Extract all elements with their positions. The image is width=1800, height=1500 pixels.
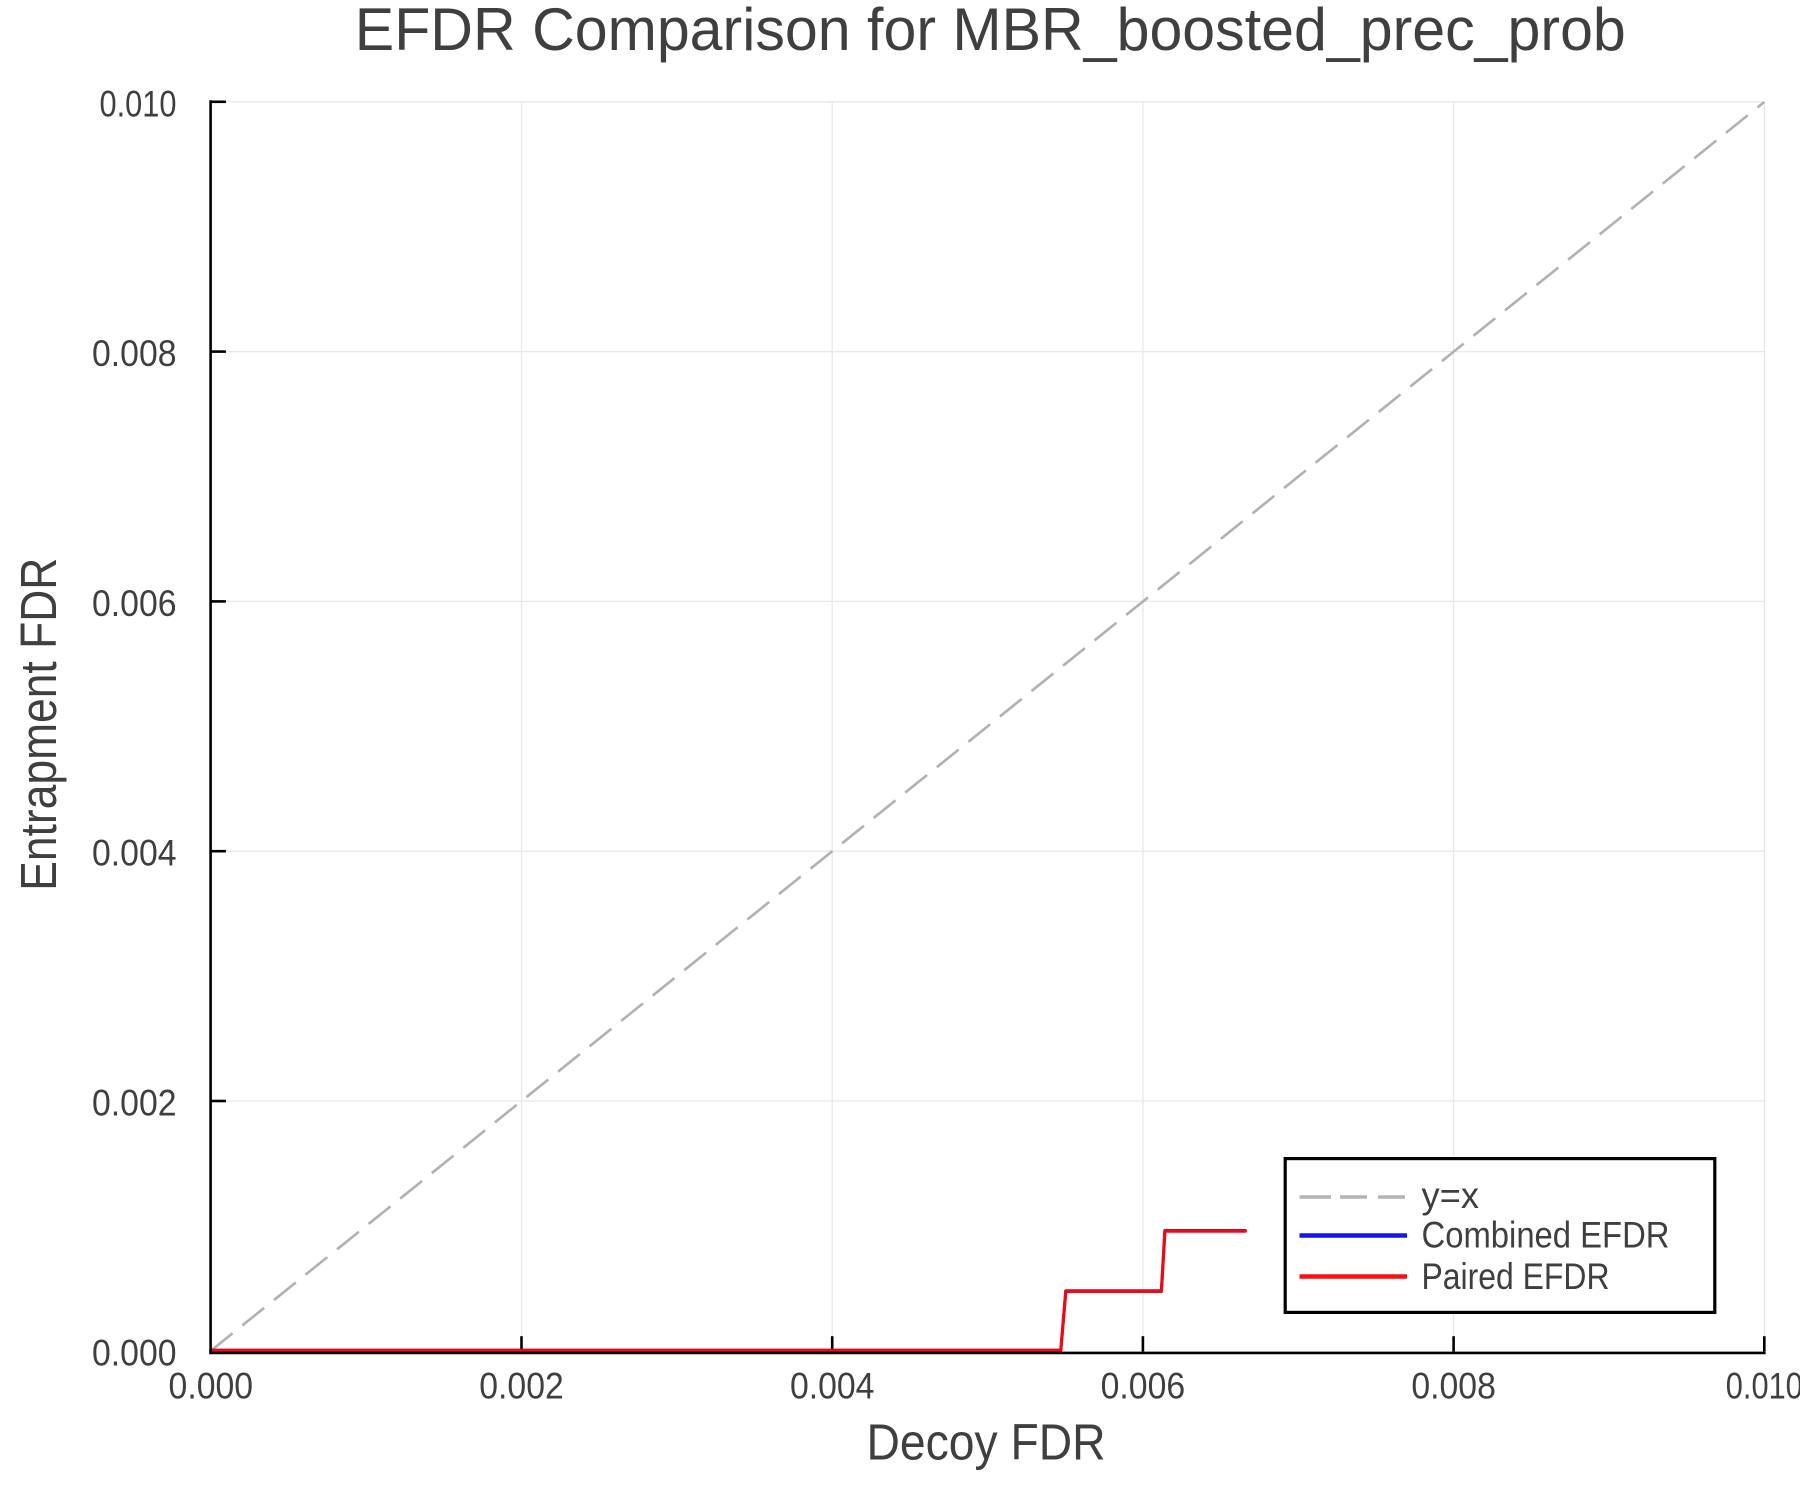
svg-text:y=x: y=x	[1422, 1174, 1480, 1216]
svg-text:0.004: 0.004	[92, 832, 177, 874]
svg-text:0.008: 0.008	[1411, 1365, 1496, 1407]
svg-text:Entrapment FDR: Entrapment FDR	[10, 558, 67, 891]
svg-text:Paired EFDR: Paired EFDR	[1422, 1255, 1610, 1297]
svg-text:0.010: 0.010	[100, 82, 177, 124]
svg-text:Decoy FDR: Decoy FDR	[867, 1414, 1106, 1471]
svg-text:EFDR Comparison for MBR_booste: EFDR Comparison for MBR_boosted_prec_pro…	[355, 0, 1626, 63]
svg-text:0.010: 0.010	[1726, 1365, 1800, 1407]
svg-text:0.006: 0.006	[1101, 1365, 1186, 1407]
svg-text:0.000: 0.000	[92, 1331, 177, 1373]
svg-text:0.008: 0.008	[92, 332, 177, 374]
svg-text:0.006: 0.006	[92, 582, 177, 624]
svg-text:Combined EFDR: Combined EFDR	[1422, 1214, 1670, 1256]
svg-text:0.004: 0.004	[790, 1365, 875, 1407]
svg-text:0.002: 0.002	[479, 1365, 564, 1407]
svg-text:0.002: 0.002	[92, 1082, 177, 1124]
svg-text:0.000: 0.000	[169, 1365, 254, 1407]
